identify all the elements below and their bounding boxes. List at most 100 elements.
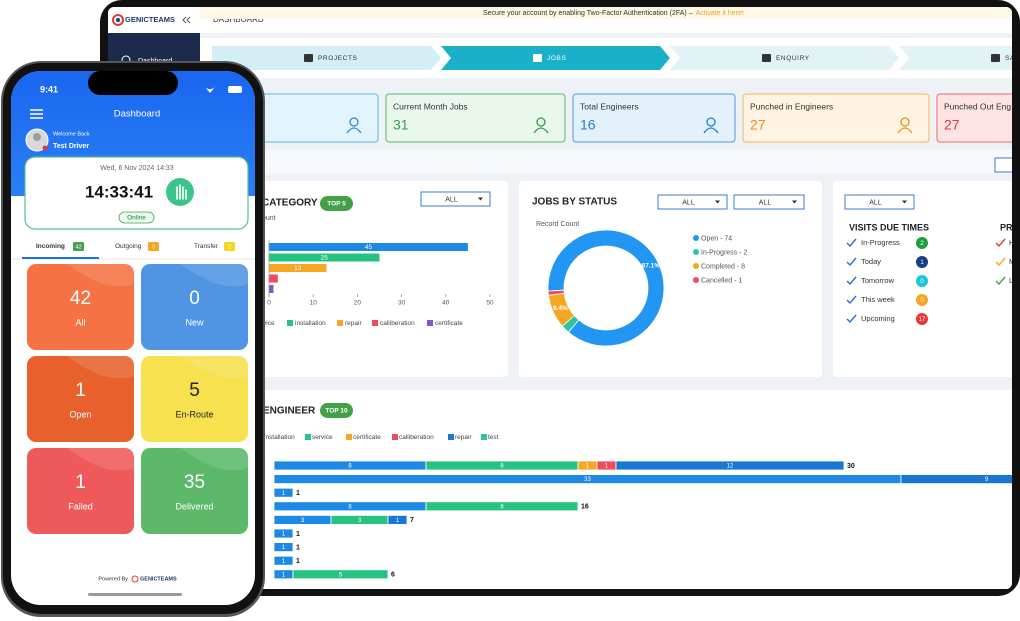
total-label: 16 [581, 504, 589, 511]
legend-swatch [337, 320, 343, 326]
step[interactable] [212, 46, 441, 70]
date: Wed, 6 Nov 2024 14:33 [100, 165, 174, 172]
visit-label: Today [861, 257, 881, 266]
legend-label: certificate [435, 320, 463, 327]
bar-segment [615, 460, 845, 471]
hand-icon [176, 184, 187, 200]
bar [269, 264, 327, 272]
bar [269, 243, 468, 251]
kpi-card [742, 93, 930, 143]
legend-swatch [305, 434, 311, 440]
tab-label[interactable]: Incoming [36, 243, 65, 250]
brand: GENICTEAMS [125, 15, 175, 24]
step-icon [304, 54, 313, 62]
kpi-value: 27 [750, 117, 766, 133]
step-label: SALES [1005, 55, 1020, 62]
step[interactable] [670, 46, 899, 70]
tile[interactable] [27, 264, 134, 350]
segment-label: 12 [727, 464, 734, 470]
kpi-label: Total Engineers [580, 101, 639, 111]
tile[interactable] [141, 264, 248, 350]
step[interactable] [899, 46, 1020, 70]
check-icon [995, 276, 1006, 286]
total-label: 30 [847, 463, 855, 470]
bar-label: 45 [365, 244, 373, 251]
filter-select[interactable] [733, 194, 805, 210]
badge [320, 196, 353, 211]
legend-label: test [488, 434, 499, 441]
legend-label: repair [455, 434, 472, 441]
legend-label: installation [264, 434, 295, 441]
visit-label: This week [861, 295, 895, 304]
tab-badge [148, 242, 159, 251]
legend-label: certificate [353, 434, 381, 441]
count-badge [916, 275, 928, 287]
bar-label: 25 [321, 255, 329, 262]
bar-segment [273, 487, 294, 498]
filter-select[interactable] [657, 194, 728, 210]
tab-label[interactable]: Transfer [194, 243, 219, 250]
filter-caret [478, 197, 483, 201]
check-icon [846, 276, 857, 286]
segment-label: 3 [301, 518, 305, 524]
banner-link[interactable]: Activate it here! [696, 10, 744, 17]
legend-dot [693, 277, 699, 283]
visit-count: 2 [920, 241, 924, 247]
panel [200, 181, 508, 377]
tile[interactable] [27, 356, 134, 442]
legend-label: Completed - 8 [701, 263, 745, 270]
legend-swatch [427, 320, 433, 326]
chart-title: CATEGORY [262, 198, 318, 209]
tab-label[interactable]: Outgoing [115, 243, 142, 250]
page-title: DASHBOARD [213, 15, 264, 24]
kpi-value: 27 [944, 117, 960, 133]
chart-title: ENGINEER [263, 406, 316, 417]
strip-box [994, 157, 1012, 173]
tile[interactable] [141, 356, 248, 442]
segment-label: 1 [282, 559, 286, 565]
check-icon [846, 257, 857, 267]
visit-label: Upcoming [861, 314, 895, 323]
tile[interactable] [141, 448, 248, 534]
filter-select[interactable] [420, 191, 491, 207]
kpi-value: 16 [580, 117, 596, 133]
visit-count: 0 [920, 298, 924, 304]
x-tick-label: 20 [354, 300, 362, 307]
kpi-card [936, 93, 1012, 143]
segment-label: 1 [282, 491, 286, 497]
tab-count: 0 [152, 244, 155, 250]
banner: Secure your account by enabling Two-Fact… [483, 10, 744, 17]
kpi-label: Punched in Engineers [750, 101, 833, 111]
legend-dot [693, 249, 699, 255]
panel-title: PR [1000, 222, 1013, 232]
filter-caret [902, 200, 907, 204]
step[interactable] [441, 46, 670, 70]
panel [200, 390, 1012, 589]
segment-label: 1 [396, 518, 400, 524]
segment-label: 1 [282, 545, 286, 551]
check-icon [846, 314, 857, 324]
welcome: Welcome Back [53, 131, 90, 137]
filter-select[interactable] [844, 194, 915, 210]
step-label: JOBS [547, 55, 566, 62]
segment-label: 3 [358, 518, 362, 524]
kpi-value: 31 [393, 117, 409, 133]
bar-segment [387, 515, 408, 525]
bar [269, 253, 380, 262]
tile-sheen [181, 448, 248, 471]
segment-label: 9 [985, 477, 989, 483]
step-icon [762, 54, 771, 62]
segment-label: 8 [500, 464, 504, 470]
tile[interactable] [27, 448, 134, 534]
wifi [205, 87, 215, 93]
check-icon [846, 238, 857, 248]
tile-label: Failed [68, 501, 93, 511]
segment-label: 1 [605, 464, 609, 470]
kpi-icon [703, 127, 719, 134]
filter-text: ALL [759, 199, 772, 206]
visit-count: 0 [920, 279, 924, 285]
legend-swatch [448, 434, 454, 440]
home-indicator [88, 593, 182, 596]
tile-value: 35 [184, 472, 205, 493]
